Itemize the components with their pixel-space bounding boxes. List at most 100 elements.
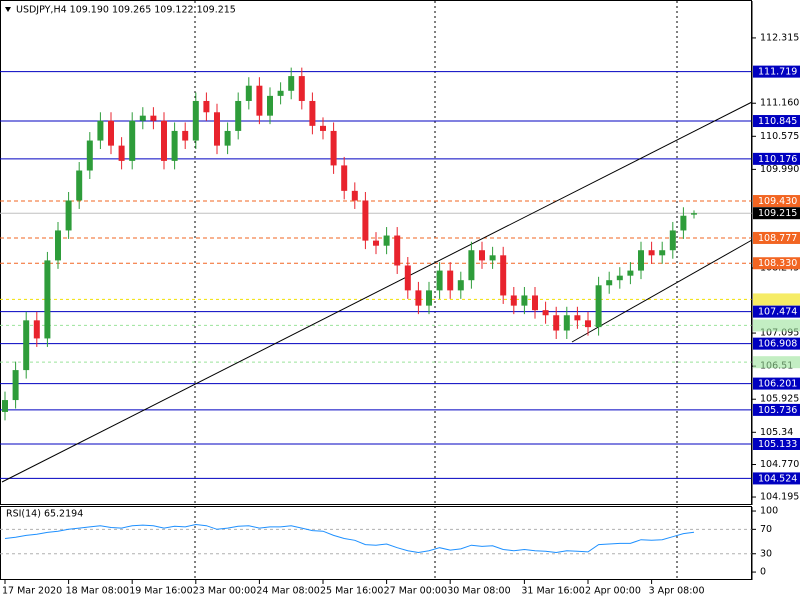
- candle-body: [12, 370, 19, 401]
- candle-body: [203, 100, 210, 113]
- candle-body: [447, 270, 454, 291]
- guide-tag: [753, 293, 800, 306]
- candle-body: [267, 95, 273, 116]
- candle-body: [192, 100, 199, 141]
- level-label: 108.777: [758, 233, 797, 244]
- candle-body: [542, 310, 549, 316]
- candle-body: [574, 315, 581, 321]
- level-tag: [753, 472, 800, 485]
- candle-body: [55, 230, 61, 261]
- rsi-title: RSI(14) 65.2194: [6, 509, 83, 520]
- level-label: 111.719: [758, 67, 797, 78]
- y-tick-label: 104.195: [760, 492, 799, 503]
- candle-body: [129, 120, 136, 161]
- candle-body: [585, 320, 591, 328]
- candle-body: [479, 250, 485, 261]
- x-tick-label: 17 Mar 2020: [2, 586, 62, 597]
- y-tick-label: 100: [760, 506, 778, 517]
- candle-body: [224, 130, 231, 146]
- candle-body: [309, 100, 316, 126]
- level-label: 110.845: [758, 116, 797, 127]
- candle-body: [65, 200, 72, 231]
- candle-body: [436, 270, 443, 291]
- level-tag: [753, 377, 800, 390]
- candle-body: [404, 265, 411, 291]
- menu-arrow[interactable]: [5, 7, 11, 12]
- x-tick-label: 24 Mar 08:00: [256, 586, 319, 597]
- candle-body: [139, 115, 146, 121]
- candle-body: [182, 130, 189, 141]
- x-tick-label: 27 Mar 00:00: [384, 586, 447, 597]
- level-tag: [753, 115, 800, 128]
- candle-body: [373, 240, 379, 246]
- candle-body: [383, 235, 390, 246]
- level-tag: [753, 152, 800, 165]
- y-tick-label: 104.770: [760, 459, 799, 470]
- candle-body: [638, 250, 644, 271]
- candle-body: [330, 130, 337, 166]
- level-label: 105.736: [758, 405, 797, 416]
- level-label: 105.133: [758, 439, 797, 450]
- y-tick-label: 110.575: [760, 131, 799, 142]
- level-label: 106.908: [758, 339, 797, 350]
- y-tick-label: 107.095: [760, 328, 799, 339]
- candle-body: [86, 140, 93, 171]
- candle-body: [691, 213, 697, 215]
- y-tick-label: 105.925: [760, 394, 799, 405]
- level-tag: [753, 337, 800, 350]
- rsi-frame: [0, 506, 752, 580]
- x-tick-label: 31 Mar 16:00: [521, 586, 584, 597]
- candle-body: [680, 215, 687, 231]
- candle-body: [669, 230, 676, 251]
- candle-body: [44, 260, 51, 339]
- level-label: 104.524: [758, 473, 797, 484]
- candle-body: [256, 85, 263, 116]
- level-tag: [753, 195, 800, 208]
- candle-body: [532, 295, 538, 311]
- candle-body: [510, 295, 517, 306]
- candle-body: [468, 250, 475, 281]
- levels: [0, 71, 752, 555]
- candle-body: [616, 275, 623, 281]
- candle-body: [298, 76, 305, 101]
- candle-body: [362, 200, 369, 241]
- x-tick-label: 19 Mar 16:00: [129, 586, 192, 597]
- candle-body: [394, 235, 401, 266]
- candle-body: [320, 125, 326, 131]
- candle-body: [426, 290, 432, 306]
- candle-body: [627, 270, 634, 276]
- chart-title: USDJPY,H4 109.190 109.265 109.122 109.21…: [16, 5, 236, 16]
- y-tick-label: 70: [760, 524, 772, 535]
- candle-body: [341, 165, 348, 191]
- y-tick-label: 112.315: [760, 32, 799, 43]
- candle-body: [415, 290, 422, 306]
- x-tick-label: 25 Mar 16:00: [320, 586, 383, 597]
- level-tag: [753, 257, 800, 270]
- level-label: 110.176: [758, 154, 797, 165]
- rsi-line: [4, 523, 695, 554]
- x-tick-label: 18 Mar 08:00: [66, 586, 129, 597]
- y-tick-label: 30: [760, 548, 772, 559]
- candle-body: [288, 76, 295, 91]
- trend-line: [1, 101, 753, 483]
- candle-body: [521, 295, 528, 306]
- candle-body: [33, 320, 40, 339]
- candles: [2, 67, 697, 554]
- last-price-label: 109.215: [758, 208, 797, 219]
- candle-body: [23, 320, 30, 371]
- candle-body: [457, 280, 464, 291]
- candle-body: [214, 112, 220, 146]
- candle-body: [171, 130, 178, 161]
- level-tag: [753, 231, 800, 244]
- candle-body: [150, 115, 157, 121]
- guide-tag: [753, 319, 800, 332]
- level-tag: [753, 305, 800, 318]
- level-tag: [753, 437, 800, 450]
- y-tick-label: 105.34: [760, 427, 793, 438]
- level-tag: [753, 403, 800, 416]
- x-tick-label: 23 Mar 00:00: [193, 586, 256, 597]
- x-tick-label: 3 Apr 08:00: [649, 586, 705, 597]
- candle-body: [235, 100, 242, 131]
